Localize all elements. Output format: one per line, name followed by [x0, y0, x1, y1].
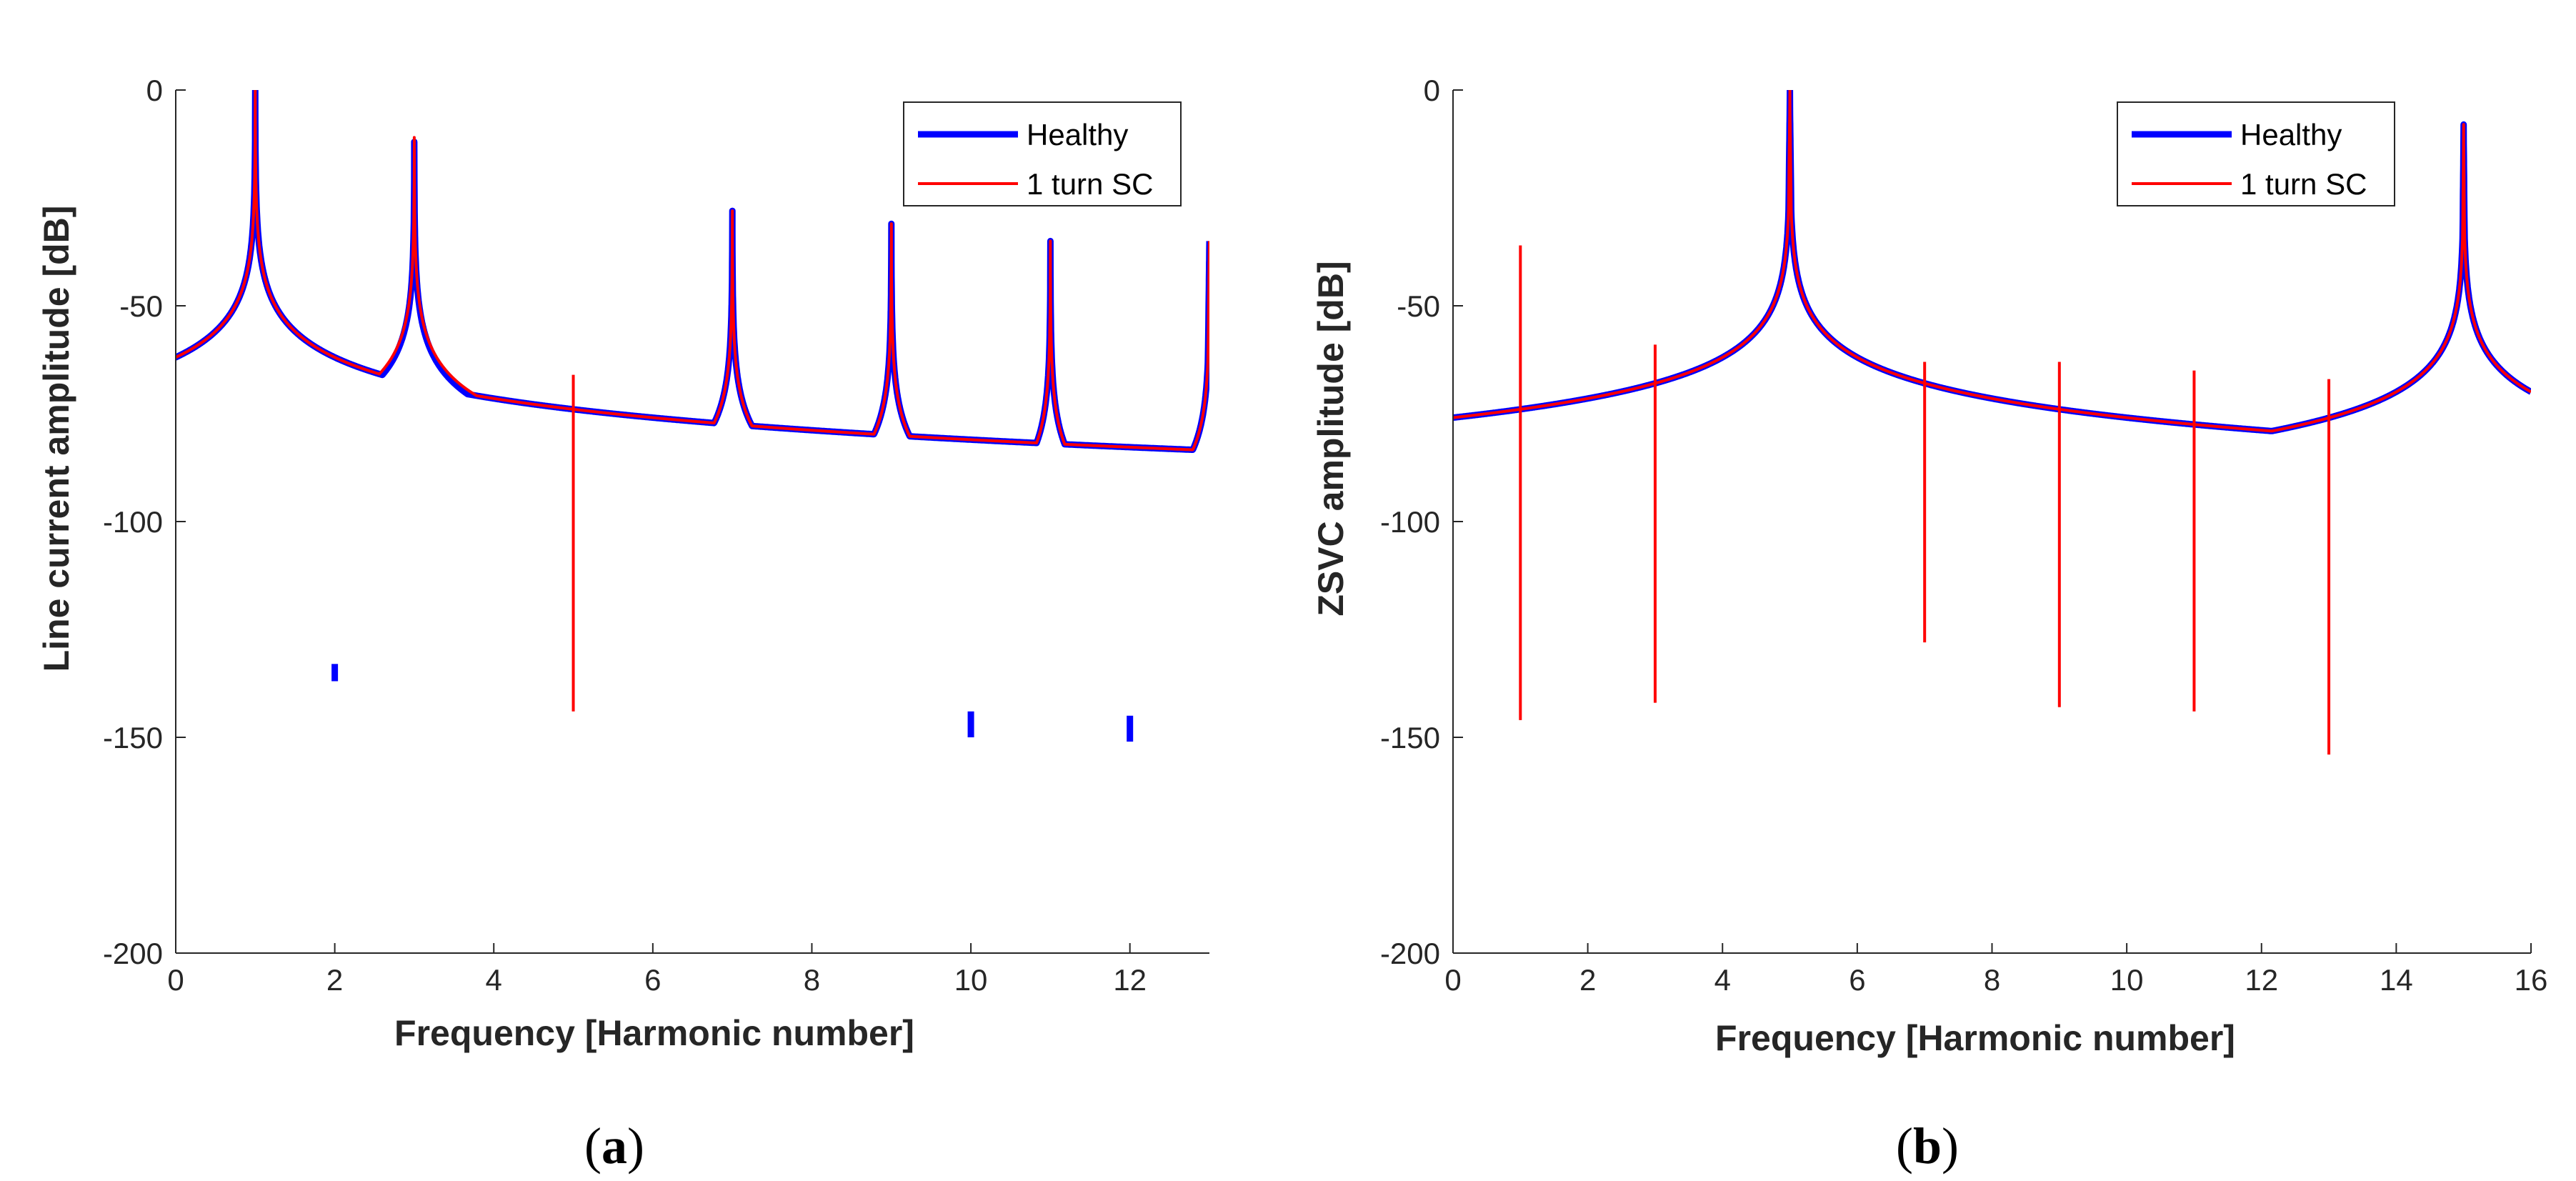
panel-a-y-tick-label: 0: [146, 74, 163, 107]
panel-b-axes: [1452, 90, 2531, 954]
panel-b-y-tick-label: 0: [1424, 74, 1440, 107]
panel-a-x-tick-label: 8: [804, 963, 820, 997]
panel-b-x-tick-label: 4: [1714, 963, 1731, 997]
panel-b-x-tick-label: 12: [2245, 963, 2278, 997]
panel-a-x-tick-label: 2: [326, 963, 343, 997]
panel-a-legend-healthy-label: Healthy: [1027, 118, 1128, 151]
panel-b-y-tick-label: -100: [1380, 505, 1440, 539]
panel-a-x-tick-label: 10: [954, 963, 988, 997]
panel-b-y-tick-label: -150: [1380, 721, 1440, 754]
panel-b-plot-area: [1453, 90, 2531, 755]
panel-a-x-tick-label: 4: [486, 963, 502, 997]
panel-a-axes: [175, 90, 1209, 954]
panel-b-legend: Healthy 1 turn SC: [2117, 101, 2395, 206]
panel-b-x-tick-label: 14: [2380, 963, 2413, 997]
panel-a-y-tick-label: -100: [103, 505, 163, 539]
panel-a-caption-letter: a: [601, 1117, 627, 1175]
panel-b-y-axis-label: ZSVC amplitude [dB]: [1311, 261, 1351, 616]
panel-b-y-tick-label: -50: [1397, 289, 1440, 323]
panel-a: 0 2 4 6 8 10 12 -200 -150 -100 -50 0 Frequency [Har…: [36, 74, 1209, 1175]
panel-a-y-axis-label: Line current amplitude [dB]: [36, 206, 76, 672]
panel-a-y-tick-label: -200: [103, 937, 163, 970]
panel-a-x-tick-label: 0: [167, 963, 184, 997]
panel-b-x-tick-label: 10: [2110, 963, 2144, 997]
panel-a-legend-sc-label: 1 turn SC: [1027, 167, 1153, 201]
panel-b-y-tick-label: -200: [1380, 937, 1440, 970]
panel-b-x-axis-label: Frequency [Harmonic number]: [1715, 1018, 2235, 1058]
panel-b: 0 2 4 6 8 10 12 14 16 -200 -150 -100 -50 0 Frequency …: [1311, 74, 2547, 1175]
panel-b-caption: (b): [1896, 1117, 1959, 1175]
panel-a-legend: Healthy 1 turn SC: [903, 101, 1182, 206]
panel-a-plot-area: [176, 90, 1209, 742]
panel-a-x-axis-label: Frequency [Harmonic number]: [394, 1013, 914, 1053]
panel-b-x-tick-label: 0: [1444, 963, 1461, 997]
panel-b-x-tick-label: 8: [1984, 963, 2000, 997]
panel-b-legend-healthy-label: Healthy: [2240, 118, 2342, 151]
panel-a-caption: (a): [584, 1117, 644, 1175]
panel-b-ticks: 0 2 4 6 8 10 12 14 16 -200 -150 -100 -50 0: [1380, 74, 2547, 997]
panel-b-x-tick-label: 6: [1849, 963, 1865, 997]
panel-a-x-tick-label: 12: [1113, 963, 1147, 997]
panel-b-caption-letter: b: [1913, 1117, 1942, 1175]
panel-b-legend-sc-label: 1 turn SC: [2240, 167, 2367, 201]
panel-b-x-tick-label: 16: [2515, 963, 2548, 997]
panel-a-y-tick-label: -150: [103, 721, 163, 754]
panel-a-y-tick-label: -50: [119, 289, 163, 323]
panel-a-x-tick-label: 6: [644, 963, 661, 997]
panel-b-x-tick-label: 2: [1579, 963, 1596, 997]
panel-b-legend-box: [2117, 101, 2395, 206]
panel-a-ticks: 0 2 4 6 8 10 12 -200 -150 -100 -50 0: [103, 74, 1147, 997]
panel-b-series-sc-line: [1453, 90, 2531, 433]
panel-a-legend-box: [903, 101, 1182, 206]
panel-a-series-sc-line: [176, 90, 1209, 452]
